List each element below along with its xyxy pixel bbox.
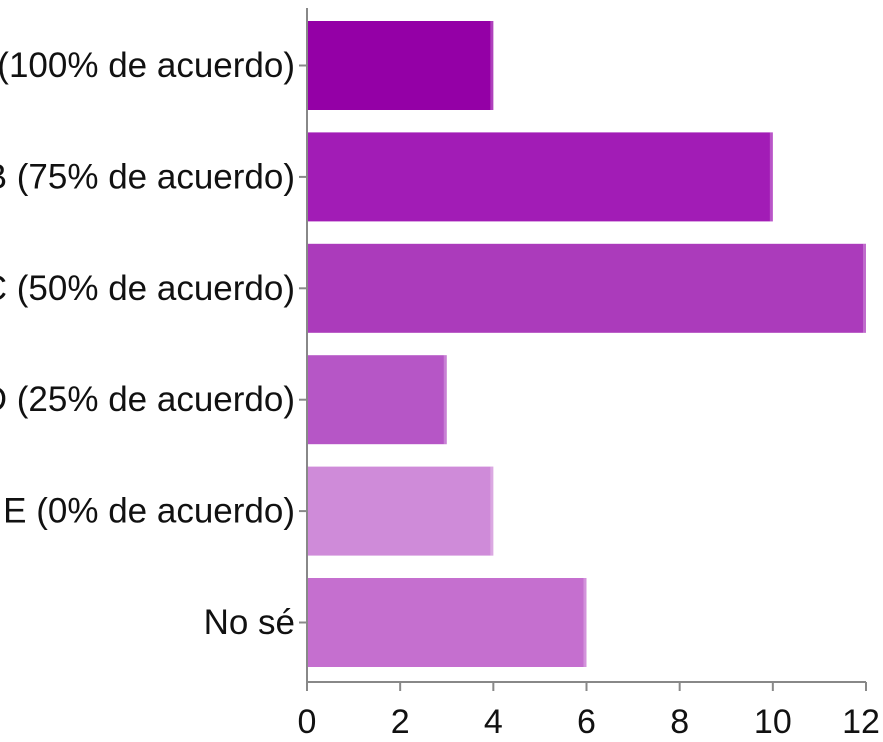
- bar: [307, 132, 773, 222]
- category-label: A (100% de acuerdo): [0, 46, 295, 85]
- x-tick-label: 12: [842, 703, 880, 741]
- bar: [307, 355, 447, 445]
- x-tick-label: 6: [577, 703, 596, 741]
- x-tick-label: 8: [670, 703, 689, 741]
- x-tick-label: 2: [391, 703, 410, 741]
- bar-edge-highlight: [863, 243, 866, 333]
- bar-edge-highlight: [769, 132, 773, 222]
- category-label: B (75% de acuerdo): [0, 157, 295, 196]
- x-tick-label: 10: [754, 703, 792, 741]
- y-axis: [299, 8, 308, 682]
- category-label: C (50% de acuerdo): [0, 269, 295, 308]
- x-tick-label: 4: [484, 703, 503, 741]
- bar: [307, 578, 587, 667]
- category-labels: A (100% de acuerdo) B (75% de acuerdo) C (…: [0, 46, 295, 642]
- bar: [307, 466, 494, 556]
- bars-group: [307, 21, 866, 667]
- bar-edge-highlight: [490, 466, 494, 556]
- x-tick-label: 0: [298, 703, 317, 741]
- category-label: D (25% de acuerdo): [0, 380, 295, 419]
- bar: [307, 21, 494, 110]
- bar-edge-highlight: [583, 578, 587, 667]
- bar-edge-highlight: [443, 355, 447, 445]
- category-label: E (0% de acuerdo): [3, 492, 295, 531]
- bar-edge-highlight: [490, 21, 494, 110]
- category-label: No sé: [204, 603, 295, 642]
- bar: [307, 243, 866, 333]
- x-axis: 0 2 4 6 8 10 12: [298, 681, 880, 741]
